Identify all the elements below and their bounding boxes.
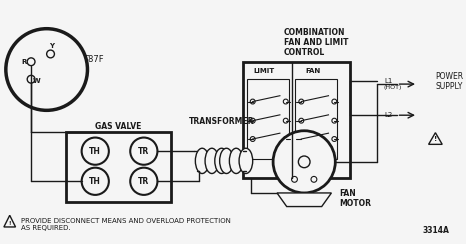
Text: SUPPLY: SUPPLY: [435, 81, 463, 91]
Text: LIMIT: LIMIT: [254, 69, 275, 74]
Text: Y: Y: [49, 43, 54, 49]
Circle shape: [292, 176, 297, 182]
Circle shape: [299, 99, 304, 104]
Text: TR: TR: [138, 177, 150, 186]
Circle shape: [82, 138, 109, 165]
Circle shape: [283, 118, 288, 123]
Text: L2: L2: [384, 112, 392, 118]
Text: PROVIDE DISCONNECT MEANS AND OVERLOAD PROTECTION
AS REQUIRED.: PROVIDE DISCONNECT MEANS AND OVERLOAD PR…: [21, 218, 231, 231]
Text: TR: TR: [138, 147, 150, 156]
Text: FAN
MOTOR: FAN MOTOR: [339, 189, 371, 208]
Text: GAS VALVE: GAS VALVE: [96, 122, 142, 131]
Text: L1: L1: [384, 78, 392, 84]
Ellipse shape: [215, 148, 228, 173]
Circle shape: [299, 137, 304, 142]
Text: !: !: [434, 136, 437, 142]
Circle shape: [332, 99, 337, 104]
Circle shape: [283, 99, 288, 104]
Ellipse shape: [219, 148, 233, 173]
Bar: [295, 79, 337, 159]
Circle shape: [311, 176, 317, 182]
Text: CONTROL: CONTROL: [284, 48, 325, 57]
Circle shape: [299, 118, 304, 123]
Circle shape: [27, 58, 35, 66]
Text: 3314A: 3314A: [423, 226, 450, 235]
Text: R: R: [21, 59, 27, 65]
Circle shape: [273, 131, 336, 193]
Text: T87F: T87F: [82, 55, 103, 64]
Text: FAN AND LIMIT: FAN AND LIMIT: [284, 38, 348, 47]
Circle shape: [332, 137, 337, 142]
Text: POWER: POWER: [435, 72, 464, 81]
Bar: [66, 132, 171, 202]
Bar: [247, 79, 288, 159]
Circle shape: [130, 138, 158, 165]
Circle shape: [6, 29, 88, 110]
Circle shape: [298, 156, 310, 168]
Circle shape: [82, 168, 109, 195]
Circle shape: [250, 99, 255, 104]
Polygon shape: [429, 133, 442, 144]
Circle shape: [332, 118, 337, 123]
Circle shape: [250, 118, 255, 123]
Text: TRANSFORMER: TRANSFORMER: [189, 118, 254, 126]
Circle shape: [47, 50, 55, 58]
Text: !: !: [8, 221, 11, 225]
Circle shape: [27, 75, 35, 83]
Circle shape: [283, 137, 288, 142]
Text: FAN: FAN: [305, 69, 321, 74]
Text: TH: TH: [89, 147, 101, 156]
Ellipse shape: [229, 148, 243, 173]
Circle shape: [250, 137, 255, 142]
Ellipse shape: [195, 148, 209, 173]
Text: TH: TH: [89, 177, 101, 186]
Ellipse shape: [205, 148, 219, 173]
Bar: [243, 62, 350, 178]
Polygon shape: [4, 215, 15, 227]
Circle shape: [130, 168, 158, 195]
Polygon shape: [277, 193, 331, 207]
Ellipse shape: [239, 148, 253, 173]
Text: COMBINATION: COMBINATION: [284, 28, 345, 37]
Text: (HOT): (HOT): [384, 85, 402, 91]
Text: W: W: [33, 78, 41, 84]
